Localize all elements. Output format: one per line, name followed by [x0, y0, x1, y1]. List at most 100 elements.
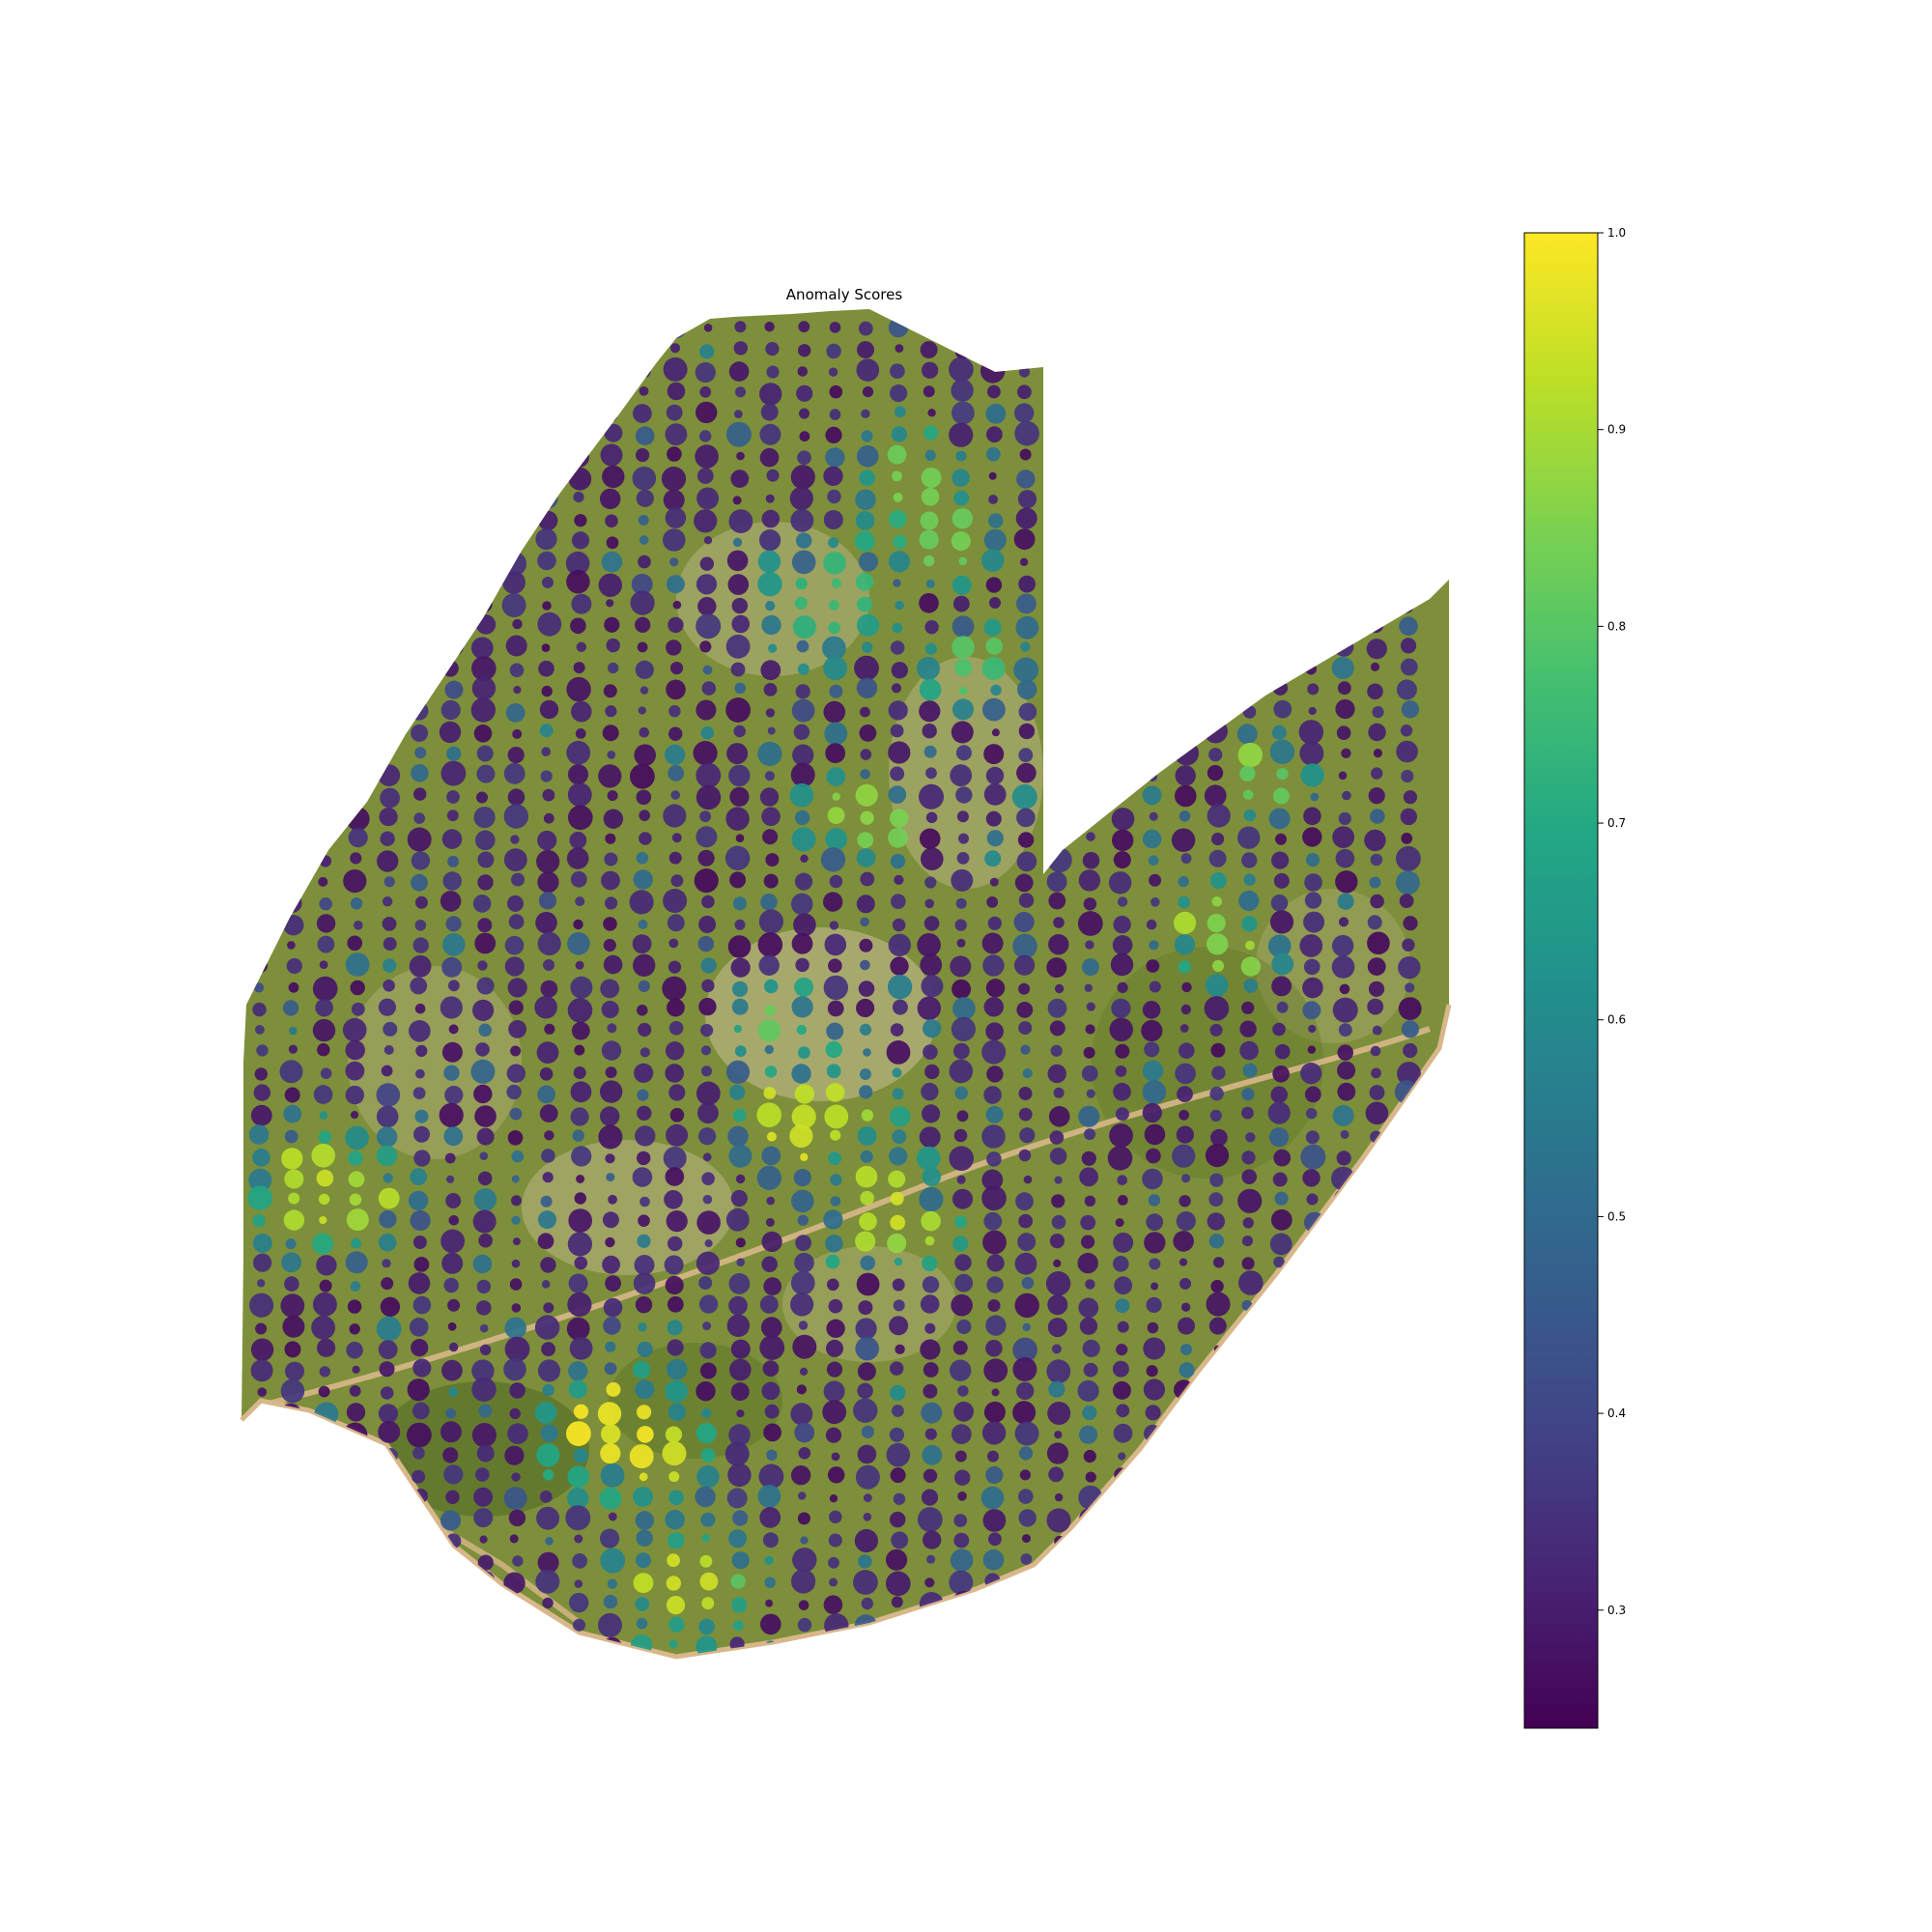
tree-crown-point — [985, 403, 1007, 424]
tree-crown-point — [478, 1233, 493, 1248]
tree-crown-point — [856, 1272, 880, 1296]
tree-crown-point — [757, 741, 782, 767]
tree-crown-point — [1208, 573, 1229, 595]
tree-crown-point — [1394, 1465, 1420, 1491]
tree-crown-point — [446, 746, 462, 761]
tree-crown-point — [541, 643, 551, 652]
tree-crown-point — [757, 932, 783, 957]
tree-crown-point — [448, 1342, 459, 1352]
tree-crown-point — [791, 827, 816, 852]
tree-crown-point — [1145, 1510, 1159, 1524]
tree-crown-point — [378, 1233, 397, 1252]
tree-crown-point — [954, 344, 971, 359]
tree-crown-point — [407, 827, 432, 852]
tree-crown-point — [1337, 1082, 1356, 1101]
tree-crown-point — [761, 614, 781, 636]
tree-crown-point — [254, 618, 270, 635]
tree-crown-point — [855, 1231, 876, 1252]
tree-crown-point — [1305, 663, 1317, 675]
tree-crown-point — [922, 1276, 940, 1293]
tree-crown-point — [698, 997, 717, 1016]
tree-crown-point — [1149, 1472, 1159, 1483]
tree-crown-point — [1237, 826, 1261, 849]
tree-crown-point — [857, 1362, 876, 1381]
tree-crown-point — [346, 424, 370, 448]
tree-crown-point — [1241, 553, 1260, 571]
tree-crown-point — [730, 1574, 746, 1589]
tree-crown-point — [441, 570, 466, 594]
tree-crown-point — [379, 362, 394, 378]
tree-crown-point — [699, 1362, 717, 1379]
tree-crown-point — [537, 871, 559, 894]
tree-crown-point — [1276, 554, 1289, 567]
tree-crown-point — [382, 917, 397, 931]
tree-crown-point — [509, 1407, 521, 1420]
tree-crown-point — [314, 1571, 338, 1594]
tree-crown-point — [894, 1257, 903, 1266]
tree-crown-point — [408, 658, 429, 678]
tree-crown-point — [953, 1128, 968, 1143]
tree-crown-point — [728, 1273, 751, 1294]
tree-crown-point — [1299, 934, 1323, 957]
tree-crown-point — [1054, 983, 1065, 994]
tree-crown-point — [541, 1280, 551, 1289]
tree-crown-point — [280, 1592, 303, 1615]
tree-crown-point — [1399, 894, 1414, 908]
tree-crown-point — [829, 1494, 838, 1503]
tree-crown-point — [1270, 1490, 1291, 1509]
tree-crown-point — [1307, 1303, 1317, 1313]
tree-crown-point — [378, 1340, 398, 1359]
tree-crown-point — [668, 851, 682, 865]
tree-crown-point — [725, 634, 751, 659]
tree-crown-point — [890, 956, 909, 976]
tree-crown-point — [858, 321, 873, 336]
tree-crown-point — [696, 1381, 716, 1402]
tree-crown-point — [860, 706, 870, 718]
tree-crown-point — [637, 1089, 649, 1101]
tree-crown-point — [1240, 488, 1262, 509]
tree-crown-point — [797, 1617, 812, 1633]
tree-crown-point — [982, 1230, 1007, 1255]
tree-crown-point — [891, 1531, 909, 1549]
tree-crown-point — [1369, 1148, 1385, 1164]
tree-crown-point — [253, 958, 268, 974]
tree-crown-point — [414, 1109, 429, 1123]
tree-crown-point — [378, 1634, 401, 1657]
tree-crown-point — [987, 1450, 999, 1463]
tree-crown-point — [756, 1165, 781, 1190]
tree-crown-point — [567, 998, 593, 1023]
tree-crown-point — [413, 1576, 428, 1590]
tree-crown-point — [251, 680, 271, 700]
tree-crown-point — [757, 1485, 781, 1508]
tree-crown-point — [314, 743, 337, 766]
tree-crown-point — [800, 1536, 809, 1545]
tree-crown-point — [924, 1428, 937, 1440]
tree-crown-point — [696, 613, 722, 639]
tree-crown-point — [538, 489, 558, 509]
tree-crown-point — [668, 1639, 678, 1649]
tree-crown-point — [1204, 719, 1228, 744]
tree-crown-point — [350, 897, 363, 910]
tree-crown-point — [985, 810, 1002, 827]
tree-crown-point — [349, 1323, 360, 1335]
tree-crown-point — [1149, 940, 1159, 951]
tree-crown-point — [253, 982, 265, 993]
tree-crown-point — [633, 1573, 654, 1593]
tree-crown-point — [952, 595, 970, 612]
tree-crown-point — [1396, 679, 1417, 700]
tree-crown-point — [854, 1528, 879, 1553]
tree-crown-point — [1300, 1063, 1322, 1085]
tree-crown-point — [1276, 1001, 1289, 1013]
tree-crown-point — [248, 1168, 272, 1192]
tree-crown-point — [1308, 323, 1321, 335]
tree-crown-point — [734, 682, 746, 695]
tree-crown-point — [1079, 1167, 1098, 1187]
tree-crown-point — [1076, 1548, 1101, 1573]
tree-crown-point — [981, 1124, 1006, 1149]
tree-crown-point — [638, 515, 649, 526]
tree-crown-point — [1335, 1427, 1352, 1443]
tree-crown-point — [280, 1614, 302, 1636]
tree-crown-point — [508, 533, 522, 547]
tree-crown-point — [1273, 699, 1293, 719]
